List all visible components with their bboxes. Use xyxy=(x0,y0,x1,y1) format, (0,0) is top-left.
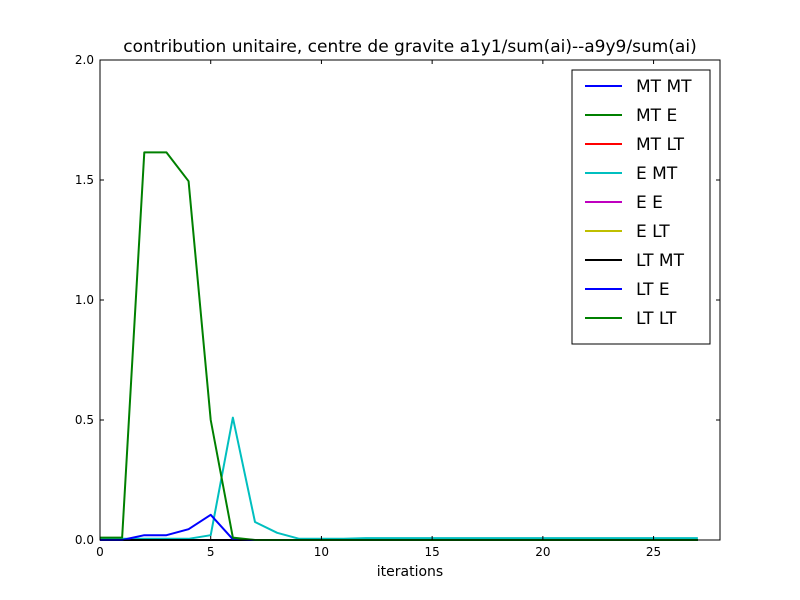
x-tick-label-3: 15 xyxy=(425,545,440,559)
legend-label-1: MT E xyxy=(636,106,677,126)
x-tick-label-0: 0 xyxy=(96,545,104,559)
legend: MT MT MT E MT LT E MT E E E LT LT MT LT E LT LT xyxy=(571,69,711,345)
legend-label-5: E LT xyxy=(636,222,670,242)
ticks-layer: 0 5 10 15 20 25 0.0 0.5 1.0 1.5 2.0 xyxy=(75,53,720,559)
series-line-3 xyxy=(100,416,698,540)
legend-label-7: LT E xyxy=(636,280,670,300)
legend-label-0: MT MT xyxy=(636,77,692,97)
x-axis-label: iterations xyxy=(377,564,443,580)
legend-label-6: LT MT xyxy=(636,251,685,271)
y-tick-label-2: 1.0 xyxy=(75,293,94,307)
x-tick-label-2: 10 xyxy=(314,545,329,559)
y-tick-label-3: 1.5 xyxy=(75,173,94,187)
x-tick-label-1: 5 xyxy=(207,545,215,559)
y-tick-label-4: 2.0 xyxy=(75,53,94,67)
x-tick-label-5: 25 xyxy=(646,545,661,559)
chart-title: contribution unitaire, centre de gravite… xyxy=(123,37,696,57)
y-tick-label-0: 0.0 xyxy=(75,533,94,547)
legend-label-3: E MT xyxy=(636,164,678,184)
legend-label-8: LT LT xyxy=(636,309,677,329)
legend-label-2: MT LT xyxy=(636,135,685,155)
x-tick-label-4: 20 xyxy=(535,545,550,559)
y-tick-label-1: 0.5 xyxy=(75,413,94,427)
legend-label-4: E E xyxy=(636,193,663,213)
